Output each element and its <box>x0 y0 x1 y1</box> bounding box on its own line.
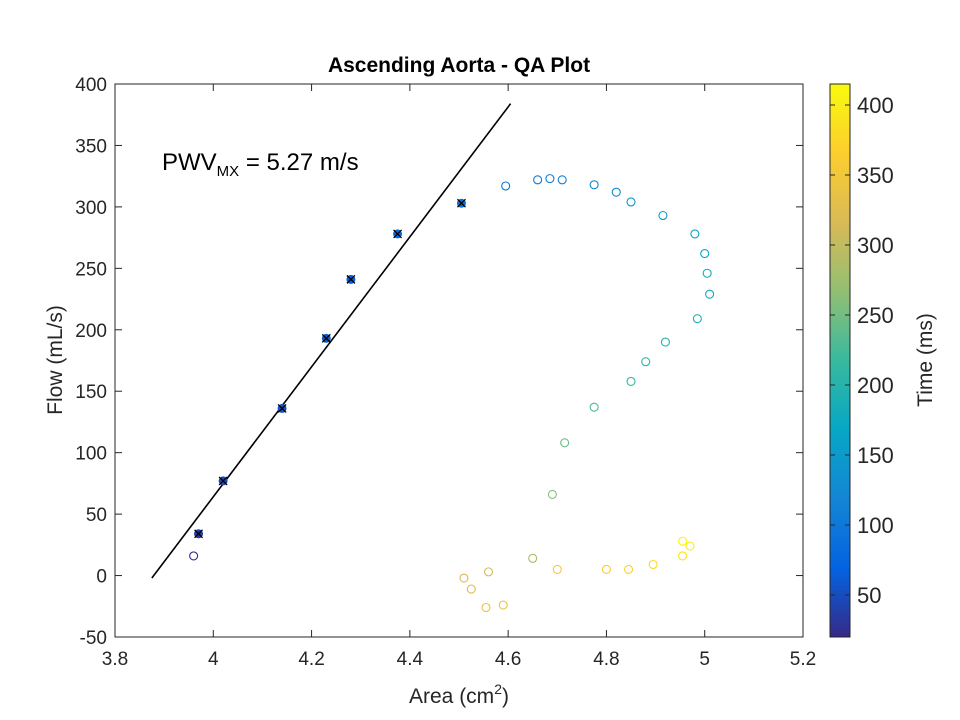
colorbar <box>829 83 851 638</box>
cycle-point-marker <box>189 551 199 561</box>
cycle-point-marker <box>466 584 476 594</box>
cycle-point-marker <box>589 402 599 412</box>
cycle-point-marker <box>678 536 688 546</box>
x-tick-label: 5.2 <box>790 649 816 670</box>
pwv-annotation-subscript: MX <box>217 163 240 180</box>
y-axis-title: Flow (mL/s) <box>44 305 67 415</box>
cycle-point-marker <box>481 602 491 613</box>
data-points <box>189 174 715 613</box>
fit-point-marker <box>277 403 287 413</box>
cycle-point-marker <box>560 438 570 448</box>
cycle-point-marker <box>533 175 543 185</box>
colorbar-tick-label: 350 <box>857 163 894 188</box>
colorbar-tick-label: 200 <box>857 373 894 398</box>
cycle-point-marker <box>611 187 621 197</box>
cycle-point-marker <box>641 357 651 367</box>
cycle-point-marker <box>685 541 695 551</box>
colorbar-ticks: 50 100 150 200 250 300 350 400 <box>830 93 894 608</box>
colorbar-tick-label: 50 <box>857 583 881 608</box>
cycle-point-marker <box>658 210 668 221</box>
cycle-point-marker <box>690 229 700 239</box>
cycle-point-marker <box>660 337 670 347</box>
x-tick-label: 4 <box>208 649 219 670</box>
y-tick-label: 350 <box>75 136 107 157</box>
cycle-point-marker <box>547 489 557 499</box>
cycle-point-marker <box>552 564 562 574</box>
colorbar-tick-label: 250 <box>857 303 894 328</box>
fit-point-marker <box>393 229 403 239</box>
colorbar-tick-label: 150 <box>857 443 894 468</box>
cycle-point-marker <box>648 559 658 570</box>
cycle-point-marker <box>678 551 688 561</box>
x-tick-label: 4.6 <box>495 649 521 670</box>
x-axis-title-main: Area (cm <box>409 685 494 708</box>
y-tick-label: 200 <box>75 321 107 342</box>
cycle-point-marker <box>557 175 567 185</box>
cycle-point-marker <box>483 567 494 577</box>
fit-line <box>151 103 512 579</box>
pwv-annotation-prefix: PWV <box>162 149 217 176</box>
cycle-point-marker <box>589 180 599 190</box>
x-tick-label: 3.8 <box>102 649 128 670</box>
cycle-point-marker <box>498 600 508 610</box>
fit-point-marker <box>456 198 466 208</box>
axis-tick-labels: 3.8 4 4.2 4.4 4.6 4.8 5 5.2 -50 0 50 100 150 200 250 30… <box>75 75 816 670</box>
x-tick-label: 4.4 <box>397 649 424 670</box>
cycle-point-marker <box>692 314 702 324</box>
colorbar-tick-label: 400 <box>857 93 894 118</box>
x-axis-title-close: ) <box>502 685 509 708</box>
x-axis-title-superscript: 2 <box>494 681 502 697</box>
cycle-point-marker <box>545 174 555 184</box>
y-tick-label: 150 <box>75 382 107 403</box>
plot-area <box>115 84 803 637</box>
chart-title: Ascending Aorta - QA Plot <box>328 54 590 77</box>
cycle-point-marker <box>700 249 710 259</box>
fit-point-marker <box>218 476 228 486</box>
y-tick-label: -50 <box>80 628 107 649</box>
cycle-point-marker <box>626 197 636 207</box>
pwv-annotation-value: = 5.27 m/s <box>239 149 358 176</box>
cycle-point-marker <box>705 289 715 299</box>
cycle-point-marker <box>623 564 634 574</box>
fit-point-marker <box>321 333 331 343</box>
pwv-annotation: PWVMX = 5.27 m/s <box>162 149 359 180</box>
cycle-point-marker <box>626 376 636 386</box>
y-tick-label: 100 <box>75 444 107 465</box>
colorbar-tick-label: 300 <box>857 233 894 258</box>
cycle-point-marker <box>528 553 538 563</box>
y-tick-label: 300 <box>75 198 107 219</box>
colorbar-tick-label: 100 <box>857 513 894 538</box>
x-tick-label: 5 <box>699 649 710 670</box>
colorbar-title: Time (ms) <box>914 313 937 407</box>
y-tick-label: 0 <box>96 567 107 588</box>
x-axis-title: Area (cm2) <box>409 681 509 708</box>
y-tick-label: 250 <box>75 259 107 280</box>
cycle-point-marker <box>459 573 469 583</box>
fit-point-marker <box>346 274 356 284</box>
fit-point-marker <box>194 529 204 539</box>
x-tick-label: 4.8 <box>593 649 619 670</box>
y-tick-label: 50 <box>86 505 107 526</box>
cycle-point-marker <box>702 268 712 278</box>
cycle-point-marker <box>501 181 511 191</box>
y-tick-label: 400 <box>75 75 107 96</box>
plot-frame <box>114 83 804 638</box>
x-tick-label: 4.2 <box>298 649 324 670</box>
cycle-point-marker <box>601 564 611 574</box>
